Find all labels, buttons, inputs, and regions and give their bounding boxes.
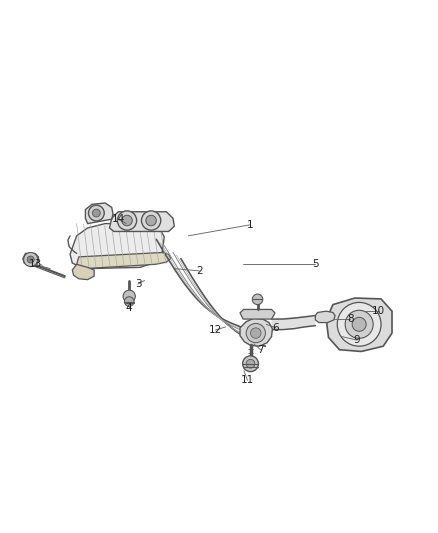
- Circle shape: [123, 290, 135, 302]
- Polygon shape: [326, 298, 392, 351]
- Text: 10: 10: [372, 306, 385, 316]
- Circle shape: [24, 253, 38, 266]
- Polygon shape: [70, 223, 164, 269]
- Polygon shape: [77, 253, 171, 269]
- Circle shape: [146, 215, 156, 226]
- Text: 5: 5: [312, 260, 319, 269]
- Text: 12: 12: [209, 325, 222, 335]
- Circle shape: [122, 215, 132, 226]
- Text: 11: 11: [241, 375, 254, 385]
- Circle shape: [27, 256, 34, 263]
- Circle shape: [141, 211, 161, 230]
- Circle shape: [345, 310, 373, 338]
- Circle shape: [337, 302, 381, 346]
- Text: 14: 14: [112, 214, 125, 224]
- Circle shape: [246, 324, 265, 343]
- Polygon shape: [272, 316, 315, 329]
- Circle shape: [252, 294, 263, 304]
- Circle shape: [246, 359, 255, 368]
- Text: 13: 13: [28, 260, 42, 269]
- Circle shape: [352, 317, 366, 332]
- Polygon shape: [240, 310, 275, 319]
- Polygon shape: [23, 253, 39, 265]
- Polygon shape: [110, 212, 174, 231]
- Polygon shape: [85, 203, 113, 223]
- Circle shape: [243, 356, 258, 372]
- Circle shape: [88, 205, 104, 221]
- Text: 2: 2: [196, 266, 203, 276]
- Circle shape: [251, 328, 261, 338]
- Text: 1: 1: [246, 220, 253, 230]
- Text: 7: 7: [257, 345, 264, 355]
- Circle shape: [117, 211, 137, 230]
- Polygon shape: [315, 311, 335, 322]
- Text: 3: 3: [134, 279, 141, 289]
- Circle shape: [124, 297, 134, 306]
- Text: 9: 9: [353, 335, 360, 345]
- Text: 4: 4: [126, 303, 133, 313]
- Circle shape: [92, 209, 100, 217]
- Text: 8: 8: [347, 314, 354, 324]
- Text: 6: 6: [272, 323, 279, 333]
- Polygon shape: [240, 318, 272, 346]
- Polygon shape: [72, 264, 94, 280]
